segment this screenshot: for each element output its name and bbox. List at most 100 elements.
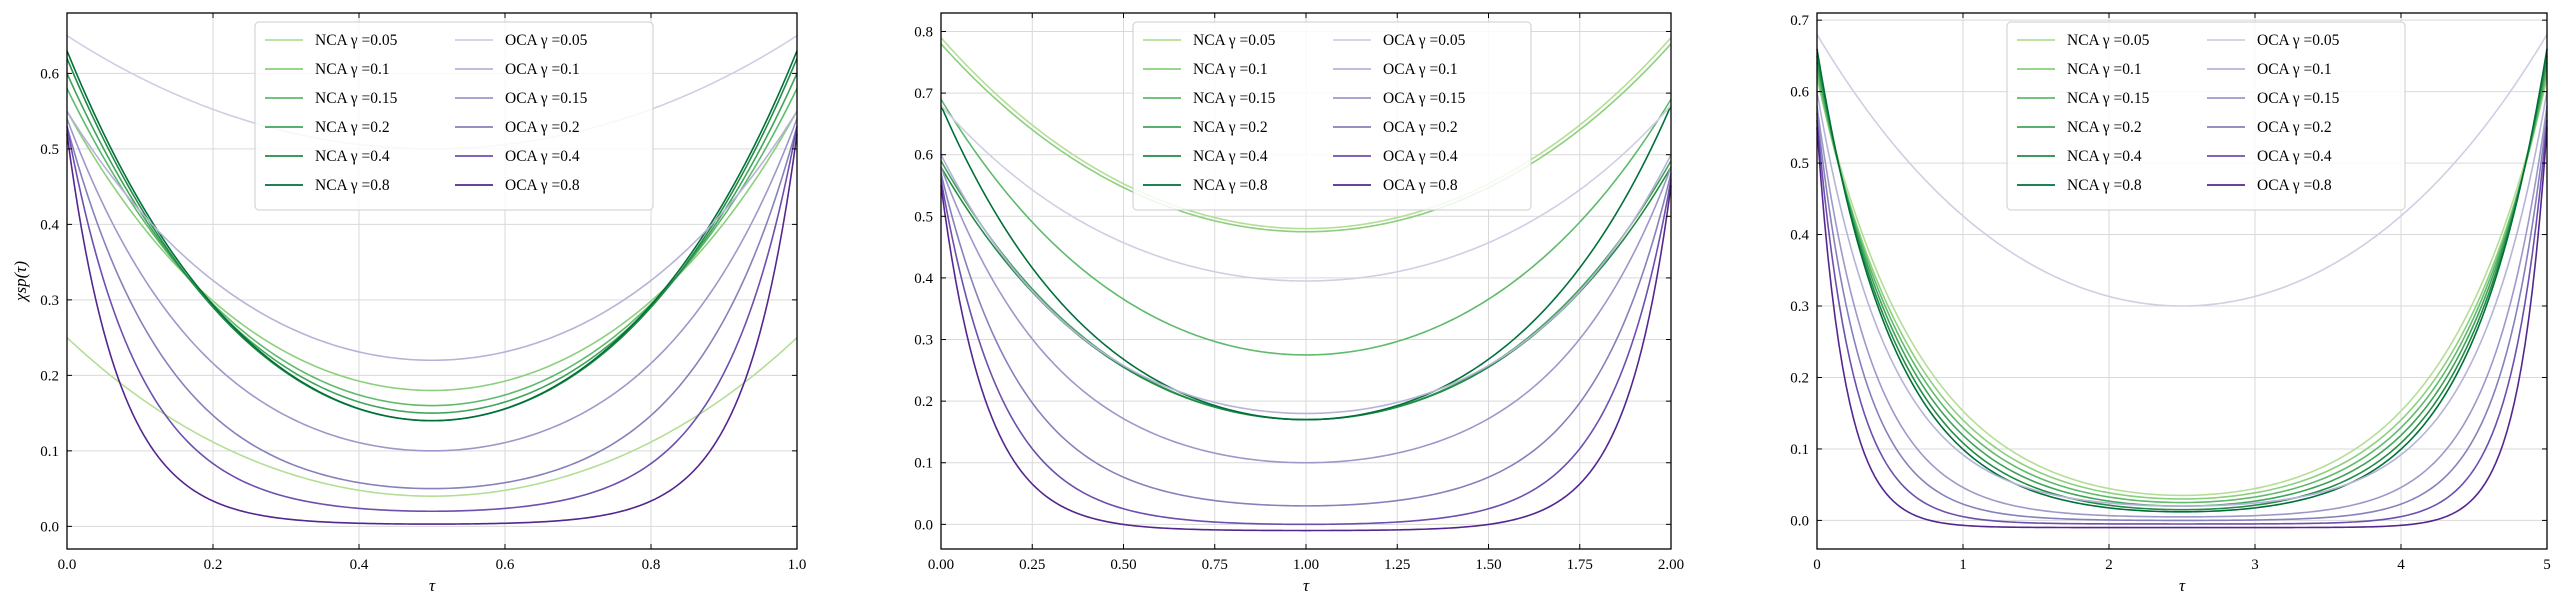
legend-label: NCA γ =0.2 xyxy=(1193,119,1268,136)
legend-label: NCA γ =0.8 xyxy=(1193,177,1268,194)
x-axis-label: τ xyxy=(1303,576,1310,595)
y-tick-label: 0.7 xyxy=(914,86,933,102)
legend: NCA γ =0.05 NCA γ =0.1 NCA γ =0.15 NCA γ =0… xyxy=(2006,21,2406,211)
y-tick-label: 0.0 xyxy=(40,519,59,535)
x-tick-label: 3 xyxy=(2251,557,2259,573)
series-line-oca-0 xyxy=(1816,34,2548,307)
series-line-nca-1 xyxy=(1816,77,2548,500)
x-tick-label: 1.75 xyxy=(1567,557,1593,573)
series-line-oca-5 xyxy=(1816,127,2548,529)
x-tick-label: 0.4 xyxy=(350,557,369,573)
x-tick-label: 0.75 xyxy=(1202,557,1228,573)
x-tick-label: 0.00 xyxy=(928,557,954,573)
y-tick-label: 0.3 xyxy=(1790,299,1809,315)
legend-label: NCA γ =0.4 xyxy=(2067,148,2142,165)
series-line-oca-2 xyxy=(1816,105,2548,518)
legend-label: NCA γ =0.15 xyxy=(1193,90,1276,107)
series-line-nca-0 xyxy=(1816,77,2548,497)
series-line-oca-4 xyxy=(940,179,1672,526)
legend-label: OCA γ =0.2 xyxy=(2257,119,2332,136)
legend-label: NCA γ =0.2 xyxy=(2067,119,2142,136)
legend-label: OCA γ =0.8 xyxy=(505,177,580,194)
legend-label: OCA γ =0.8 xyxy=(1383,177,1458,194)
series-line-nca-0 xyxy=(66,337,798,497)
y-tick-label: 0.7 xyxy=(1790,13,1809,29)
x-tick-label: 0.6 xyxy=(496,557,515,573)
legend-label: OCA γ =0.1 xyxy=(1383,61,1458,78)
legend-label: NCA γ =0.1 xyxy=(1193,61,1268,78)
chart-panel-2: 0.00 0.25 0.50 0.75 1.00 1.25 1.50 1.75 2.00 0.0 0… xyxy=(914,12,1684,595)
x-tick-label: 0.25 xyxy=(1019,557,1045,573)
y-tick-label: 0.4 xyxy=(1790,228,1809,244)
y-tick-label: 0.2 xyxy=(40,368,59,384)
legend-label: NCA γ =0.15 xyxy=(2067,90,2150,107)
series-line-oca-3 xyxy=(66,126,798,490)
y-tick-label: 0.6 xyxy=(1790,85,1809,101)
series-line-nca-2 xyxy=(940,98,1672,356)
y-tick-label: 0.4 xyxy=(40,217,59,233)
y-tick-label: 0.2 xyxy=(1790,370,1809,386)
y-tick-label: 0.4 xyxy=(914,271,933,287)
series-line-oca-5 xyxy=(940,185,1672,532)
series-line-oca-0 xyxy=(940,104,1672,282)
legend-label: OCA γ =0.05 xyxy=(2257,32,2340,49)
legend-label: OCA γ =0.05 xyxy=(1383,32,1466,49)
y-axis-label: χsp(τ) xyxy=(11,261,30,303)
x-tick-label: 1.00 xyxy=(1293,557,1319,573)
y-tick-label: 0.1 xyxy=(1790,442,1809,458)
legend-label: NCA γ =0.8 xyxy=(315,177,390,194)
legend-label: NCA γ =0.05 xyxy=(315,32,398,49)
x-tick-label: 0.2 xyxy=(204,557,223,573)
legend-label: OCA γ =0.2 xyxy=(1383,119,1458,136)
y-tick-label: 0.1 xyxy=(914,456,933,472)
y-tick-label: 0.5 xyxy=(40,142,59,158)
x-tick-label: 0.0 xyxy=(58,557,77,573)
series-line-oca-4 xyxy=(1816,120,2548,525)
x-tick-label: 0.50 xyxy=(1110,557,1136,573)
series-line-oca-2 xyxy=(940,166,1672,464)
x-tick-label: 4 xyxy=(2397,557,2405,573)
legend-label: OCA γ =0.15 xyxy=(2257,90,2340,107)
series-line-nca-5 xyxy=(66,50,798,422)
legend-label: NCA γ =0.4 xyxy=(1193,148,1268,165)
series-line-oca-5 xyxy=(66,133,798,525)
legend-label: NCA γ =0.2 xyxy=(315,119,390,136)
legend-label: NCA γ =0.4 xyxy=(315,148,390,165)
series-line-nca-4 xyxy=(1816,55,2548,511)
y-tick-label: 0.3 xyxy=(914,333,933,349)
legend-label: NCA γ =0.15 xyxy=(315,90,398,107)
series-line-nca-2 xyxy=(1816,70,2548,504)
chart-panel-3: 0 1 2 3 4 5 0.0 0.1 0.2 0.3 0.4 0.5 0.6 0.7 τ NCA γ =0.… xyxy=(1790,12,2551,595)
legend-label: OCA γ =0.4 xyxy=(2257,148,2332,165)
x-tick-label: 2 xyxy=(2105,557,2113,573)
x-tick-label: 0 xyxy=(1813,557,1821,573)
x-axis-label: τ xyxy=(429,576,436,595)
legend-label: OCA γ =0.8 xyxy=(2257,177,2332,194)
legend-box xyxy=(2006,21,2406,211)
legend-label: OCA γ =0.4 xyxy=(1383,148,1458,165)
y-tick-label: 0.0 xyxy=(914,517,933,533)
plot-frame xyxy=(66,12,798,550)
y-tick-label: 0.8 xyxy=(914,24,933,40)
legend-label: NCA γ =0.1 xyxy=(315,61,390,78)
series-line-nca-5 xyxy=(940,105,1672,421)
legend-box xyxy=(254,21,654,211)
y-tick-label: 0.3 xyxy=(40,293,59,309)
legend-label: OCA γ =0.15 xyxy=(505,90,588,107)
legend-label: OCA γ =0.05 xyxy=(505,32,588,49)
legend-label: NCA γ =0.05 xyxy=(1193,32,1276,49)
legend: NCA γ =0.05 NCA γ =0.1 NCA γ =0.15 NCA γ =0… xyxy=(254,21,654,211)
legend-label: OCA γ =0.1 xyxy=(2257,61,2332,78)
series-line-oca-3 xyxy=(1816,112,2548,522)
series-line-oca-1 xyxy=(1816,91,2548,507)
y-tick-label: 0.0 xyxy=(1790,513,1809,529)
x-tick-label: 0.8 xyxy=(642,557,661,573)
legend-box xyxy=(1132,21,1532,211)
series-line-oca-4 xyxy=(66,126,798,513)
legend-label: NCA γ =0.1 xyxy=(2067,61,2142,78)
x-tick-label: 1.50 xyxy=(1475,557,1501,573)
y-tick-label: 0.5 xyxy=(1790,156,1809,172)
y-tick-label: 0.5 xyxy=(914,209,933,225)
legend-label: OCA γ =0.1 xyxy=(505,61,580,78)
